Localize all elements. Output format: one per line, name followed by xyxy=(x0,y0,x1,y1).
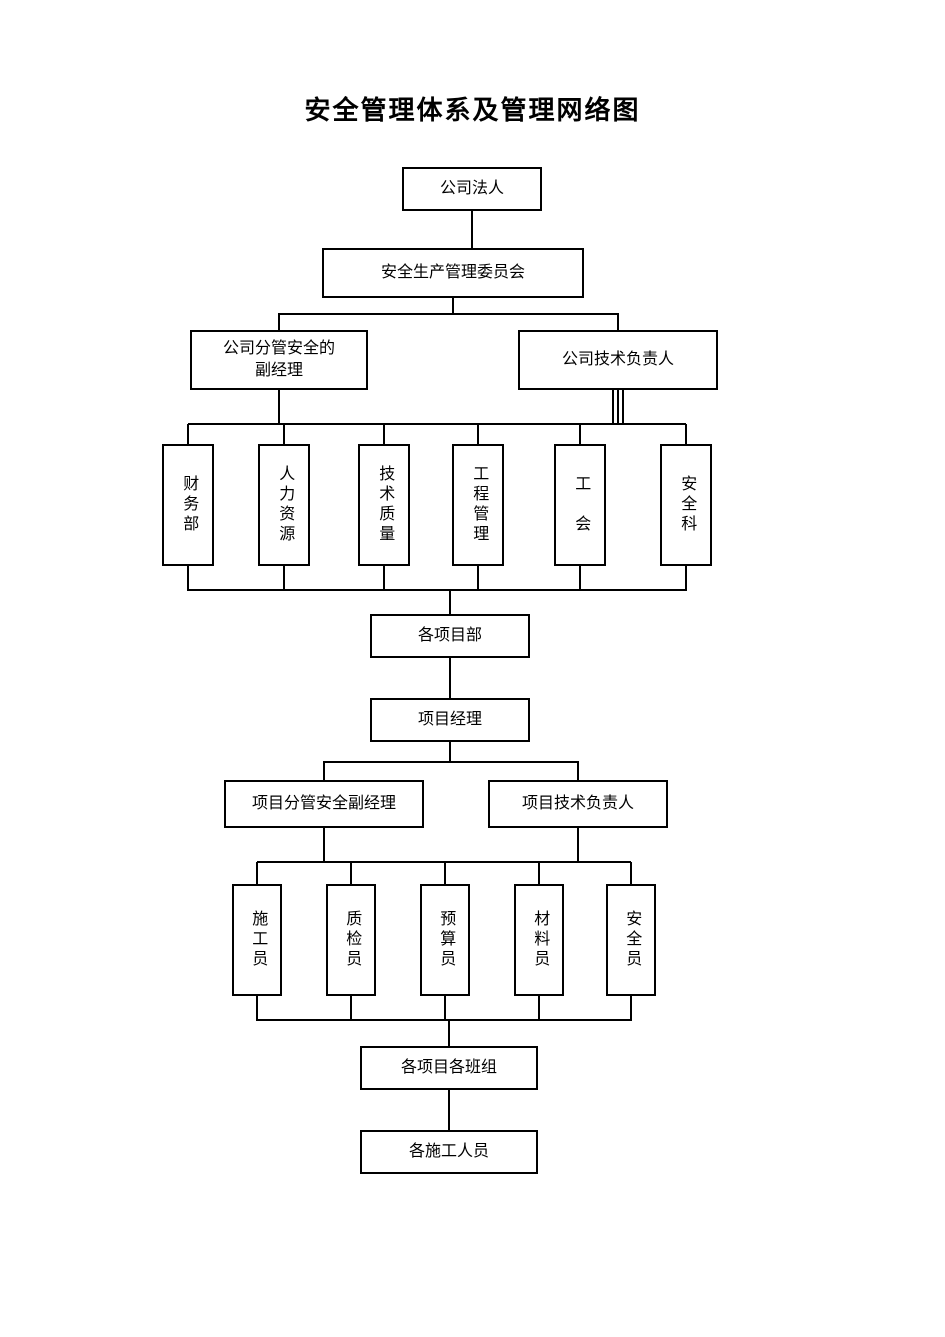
node-n10: 安全科 xyxy=(660,444,712,566)
node-n9: 工 会 xyxy=(554,444,606,566)
node-n1: 公司法人 xyxy=(402,167,542,211)
node-n21: 各施工人员 xyxy=(360,1130,538,1174)
node-n7: 技术质量 xyxy=(358,444,410,566)
node-n20: 各项目各班组 xyxy=(360,1046,538,1090)
node-n6: 人力资源 xyxy=(258,444,310,566)
node-n15: 施工员 xyxy=(232,884,282,996)
node-n17: 预算员 xyxy=(420,884,470,996)
node-n8: 工程管理 xyxy=(452,444,504,566)
org-chart-diagram: 安全管理体系及管理网络图 公司法人安全生产管理委员会公司分管安全的 副经理 公司技… xyxy=(0,0,945,1337)
node-n19: 安全员 xyxy=(606,884,656,996)
node-n16: 质检员 xyxy=(326,884,376,996)
node-n13: 项目分管安全副经理 xyxy=(224,780,424,828)
node-n14: 项目技术负责人 xyxy=(488,780,668,828)
node-n2: 安全生产管理委员会 xyxy=(322,248,584,298)
node-n4: 公司技术负责人 xyxy=(518,330,718,390)
node-n12: 项目经理 xyxy=(370,698,530,742)
diagram-title: 安全管理体系及管理网络图 xyxy=(0,90,945,127)
node-n11: 各项目部 xyxy=(370,614,530,658)
node-n18: 材料员 xyxy=(514,884,564,996)
node-n5: 财务部 xyxy=(162,444,214,566)
node-n3: 公司分管安全的 副经理 xyxy=(190,330,368,390)
